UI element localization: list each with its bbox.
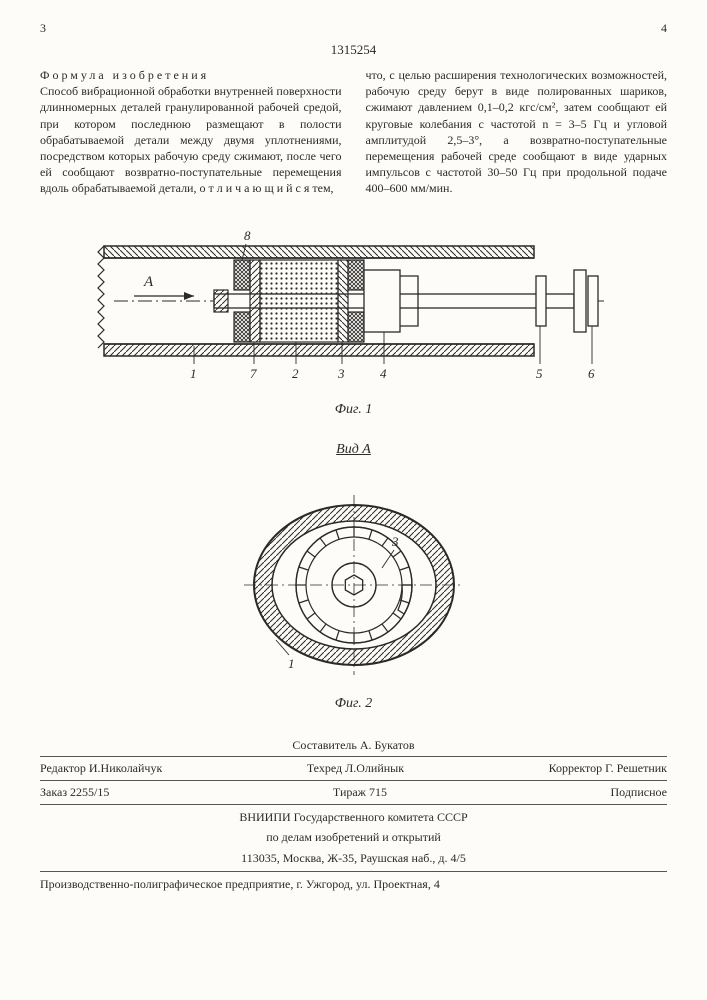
right-column-text: что, с целью расширения технологических … — [366, 67, 668, 197]
figure-2: 3 1 Фиг. 2 — [40, 490, 667, 714]
svg-text:8: 8 — [244, 228, 251, 243]
fig1-svg: А 8 1 7 2 3 4 5 6 — [84, 226, 624, 396]
page-num-right: 4 — [661, 20, 667, 37]
fig2-caption: Фиг. 2 — [40, 694, 667, 714]
svg-text:4: 4 — [380, 366, 387, 381]
fig1-caption: Фиг. 1 — [40, 400, 667, 420]
editor: Редактор И.Николайчук — [40, 760, 162, 777]
left-column: Формула изобретения Способ вибрационной … — [40, 67, 342, 197]
techred: Техред Л.Олийнык — [307, 760, 404, 777]
svg-text:5: 5 — [536, 366, 543, 381]
org-line-2: по делам изобретений и открытий — [40, 829, 667, 846]
tirazh: Тираж 715 — [333, 784, 387, 801]
podpisnoe: Подписное — [611, 784, 668, 801]
formula-heading: Формула изобретения — [40, 68, 209, 82]
compiler: Составитель А. Букатов — [40, 737, 667, 754]
svg-text:1: 1 — [190, 366, 197, 381]
view-a-label: Вид А — [40, 440, 667, 460]
org-line-3: 113035, Москва, Ж-35, Раушская наб., д. … — [40, 850, 667, 867]
svg-text:7: 7 — [250, 366, 257, 381]
order: Заказ 2255/15 — [40, 784, 109, 801]
patent-number: 1315254 — [40, 41, 667, 59]
arrow-a-label: А — [143, 274, 154, 290]
svg-text:3: 3 — [337, 366, 345, 381]
page-num-left: 3 — [40, 20, 46, 37]
org-line-1: ВНИИПИ Государственного комитета СССР — [40, 809, 667, 826]
fig2-svg: 3 1 — [234, 490, 474, 690]
credits-block: Составитель А. Букатов Редактор И.Никола… — [40, 737, 667, 893]
corrector: Корректор Г. Решетник — [549, 760, 667, 777]
right-column: что, с целью расширения технологических … — [366, 67, 668, 197]
footer: Производственно-полиграфическое предприя… — [40, 871, 667, 893]
figure-1: А 8 1 7 2 3 4 5 6 Фиг. 1 — [40, 226, 667, 420]
svg-text:6: 6 — [588, 366, 595, 381]
text-columns: Формула изобретения Способ вибрационной … — [40, 67, 667, 197]
svg-text:1: 1 — [288, 656, 295, 671]
left-column-text: Способ вибрационной обработки внутренней… — [40, 83, 342, 196]
svg-text:2: 2 — [292, 366, 299, 381]
svg-text:3: 3 — [391, 534, 399, 549]
